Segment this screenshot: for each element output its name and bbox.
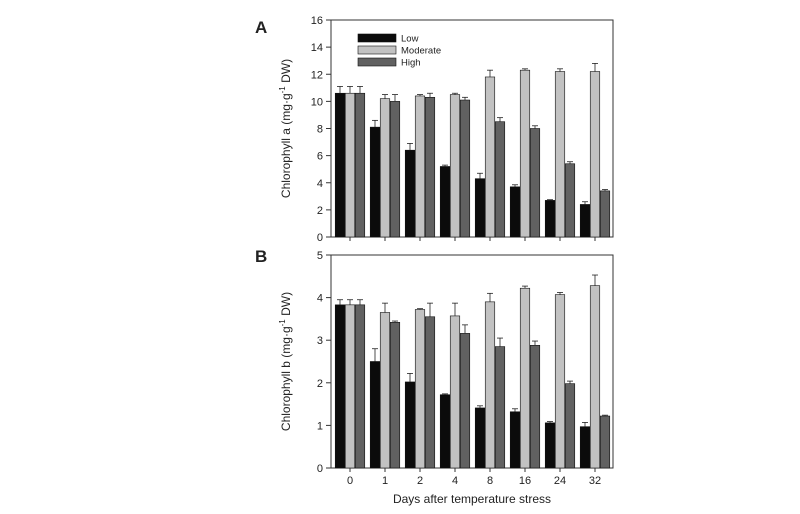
panel-a-bar-moderate-day-0 (344, 92, 356, 238)
panel-a-bar-high-day-8 (494, 121, 506, 238)
panel-b-bar-moderate-day-8 (484, 301, 496, 469)
panel-b-y-tick-label: 2 (317, 378, 323, 390)
panel-a-y-axis-title: Chlorophyll a (mg·g-1 DW) (278, 59, 293, 198)
panel-b-bar-moderate-day-16 (519, 287, 531, 469)
panel-b-bar-low-day-1 (369, 361, 381, 469)
panel-a-bar-high-day-0 (354, 92, 366, 238)
panel-a-y-tick-label: 10 (311, 96, 323, 108)
panel-a-bar-low-day-16 (509, 186, 521, 238)
legend-swatch-low (357, 33, 397, 43)
panel-b-bar-moderate-day-4 (449, 315, 461, 469)
panel-b-y-tick-label: 1 (317, 420, 323, 432)
panel-b-bar-moderate-day-24 (554, 294, 566, 469)
panel-b-x-tick-label: 32 (589, 475, 601, 487)
panel-a-bar-moderate-day-1 (379, 98, 391, 238)
panel-b-y-tick-label: 5 (317, 250, 323, 262)
panel-a-bar-low-day-0 (334, 92, 346, 238)
panel-b-bar-low-day-8 (474, 407, 486, 469)
panel-b-bar-high-day-8 (494, 346, 506, 469)
panel-a-bar-low-day-2 (404, 149, 416, 238)
panel-b-y-tick-label: 0 (317, 463, 323, 475)
panel-a-bar-moderate-day-2 (414, 95, 426, 238)
panel-a-bar-high-day-16 (529, 128, 541, 238)
panel-b-x-tick-label: 4 (452, 475, 458, 487)
panel-b-bar-low-day-4 (439, 394, 451, 469)
panel-b-bar-moderate-day-1 (379, 312, 391, 469)
panel-a-y-axis-title-main: Chlorophyll a (mg·g (279, 93, 293, 198)
panel-b-bar-moderate-day-32 (589, 285, 601, 469)
panel-b-y-tick-label: 3 (317, 335, 323, 347)
panel-b-x-tick-label: 24 (554, 475, 566, 487)
panel-a-y-axis-title-end: DW) (279, 59, 293, 86)
legend-swatch-moderate (357, 45, 397, 55)
panel-b-x-tick-label: 2 (417, 475, 423, 487)
panel-a-bar-moderate-day-16 (519, 69, 531, 238)
panel-a-y-tick-label: 8 (317, 124, 323, 136)
panel-b-x-tick-label: 8 (487, 475, 493, 487)
panel-b-bar-moderate-day-0 (344, 304, 356, 469)
panel-a-letter: A (255, 18, 267, 37)
panel-b-bar-high-day-32 (599, 415, 611, 469)
panel-b-plot-frame (330, 254, 614, 469)
panel-b-bar-high-day-0 (354, 304, 366, 469)
panel-b-letter: B (255, 247, 267, 266)
panel-b-y-axis-title-sup: -1 (278, 319, 287, 327)
legend-label-moderate: Moderate (401, 46, 441, 57)
panel-b-x-tick-label: 16 (519, 475, 531, 487)
panel-b-y-axis-title: Chlorophyll b (mg·g-1 DW) (278, 292, 293, 431)
panel-b-bar-high-day-16 (529, 345, 541, 469)
panel-a-bar-high-day-32 (599, 190, 611, 238)
panel-b-y-axis-title-main: Chlorophyll b (mg·g (279, 326, 293, 431)
panel-a-bar-high-day-2 (424, 97, 436, 238)
panel-a-y-tick-label: 2 (317, 205, 323, 217)
panel-a-bar-high-day-4 (459, 99, 471, 238)
panel-b-y-axis-title-end: DW) (279, 292, 293, 319)
panel-a-bar-moderate-day-32 (589, 71, 601, 238)
panel-b-x-tick-label: 1 (382, 475, 388, 487)
panel-b-bar-high-day-2 (424, 316, 436, 469)
panel-b-bar-low-day-2 (404, 381, 416, 469)
panel-b-bar-low-day-16 (509, 411, 521, 469)
panel-a-y-tick-label: 4 (317, 178, 323, 190)
x-axis-title: Days after temperature stress (393, 492, 551, 506)
panel-b-bar-high-day-24 (564, 383, 576, 469)
panel-a-bar-low-day-32 (579, 204, 591, 238)
panel-a-y-axis-title-sup: -1 (278, 86, 287, 94)
panel-a-bar-low-day-8 (474, 178, 486, 238)
panel-a-bar-moderate-day-4 (449, 94, 461, 238)
panel-a-bar-low-day-1 (369, 126, 381, 238)
panel-a-bar-moderate-day-24 (554, 71, 566, 238)
panel-b-bar-high-day-4 (459, 333, 471, 469)
panel-b-x-tick-label: 0 (347, 475, 353, 487)
panel-a-y-tick-label: 16 (311, 15, 323, 27)
panel-a-y-tick-label: 14 (311, 42, 323, 54)
panel-a-bar-moderate-day-8 (484, 76, 496, 238)
panel-a-bar-low-day-24 (544, 200, 556, 238)
legend-label-high: High (401, 58, 421, 69)
panel-a-bar-high-day-24 (564, 163, 576, 238)
panel-b-bar-low-day-24 (544, 422, 556, 469)
panel-b-bar-high-day-1 (389, 322, 401, 469)
legend-label-low: Low (401, 34, 419, 45)
panel-b-bar-low-day-32 (579, 426, 591, 469)
panel-b-y-tick-label: 4 (317, 293, 323, 305)
panel-a-y-tick-label: 12 (311, 69, 323, 81)
legend-swatch-high (357, 57, 397, 67)
panel-a-y-tick-label: 0 (317, 232, 323, 244)
panel-a-y-tick-label: 6 (317, 151, 323, 163)
panel-a-bar-high-day-1 (389, 101, 401, 238)
panel-a-chart: A 0 2 4 6 8 10 12 14 16 Chlorophyll a (mg·g-1 DW) L… (255, 15, 614, 244)
panel-a-bar-low-day-4 (439, 166, 451, 238)
panel-b-bar-moderate-day-2 (414, 309, 426, 469)
panel-b-bar-low-day-0 (334, 304, 346, 469)
